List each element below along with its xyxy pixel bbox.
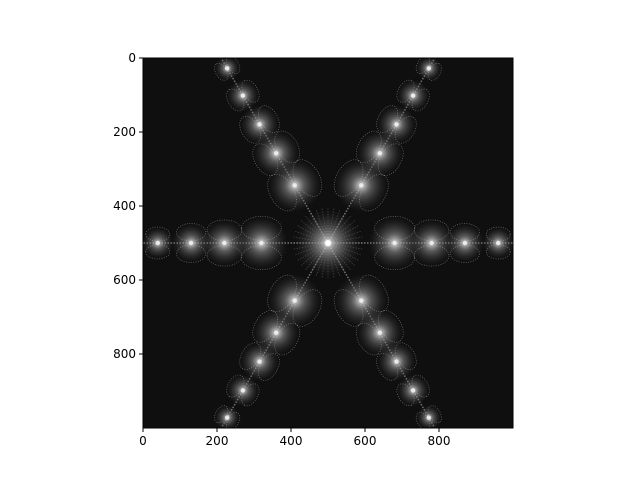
arm-bulb-lobe [427,405,442,424]
arm-bulb-core [155,240,160,246]
arm-bulb-lobe [394,342,417,370]
arm-bulb-core [496,240,501,246]
arm-bulb-core [426,415,432,420]
arm-bulb-lobe [274,130,301,164]
arm-bulb-core [188,240,194,246]
arm-bulb-core [222,240,227,246]
y-tick-label: 800 [113,347,136,361]
arm-bulb-core [124,241,128,245]
center-core [325,240,331,246]
y-tick-label: 600 [113,273,136,287]
x-axis: 0 200 400 600 800 [139,428,450,448]
arm-bulb-glow [114,231,139,256]
x-tick-label: 0 [139,434,147,448]
arm-bulb-lobe [377,310,404,343]
arm-bulb-core [377,151,382,156]
arm-bulb-lobe [413,219,450,242]
arm-bulb-core [359,298,364,303]
arm-bulb-core [240,93,246,98]
arm-bulb-core [462,240,468,246]
arm-bulb-lobe [206,244,243,267]
arm-bulb-core [224,66,230,71]
arm-bulb-core [410,388,416,393]
arm-bulb-core [274,151,279,156]
arm-bulb-lobe [520,244,539,255]
arm-bulb-core [257,122,262,127]
arm-bulb-core [240,388,246,393]
arm-bulb-core [292,298,297,303]
y-tick-label: 0 [128,51,136,65]
arm-bulb-lobe [239,116,262,144]
arm-bulb-core [359,183,364,188]
arm-bulb-core [292,183,297,188]
arm-bulb-lobe [117,231,136,242]
plot-frame [142,57,514,429]
arm-bulb-core [392,240,397,246]
arm-bulb-core [394,122,399,127]
arm-bulb-glow [517,231,542,256]
arm-bulb-core [394,359,399,364]
y-tick-label: 400 [113,199,136,213]
y-tick-label: 200 [113,125,136,139]
arm-bulb-core [377,330,382,335]
x-tick-label: 800 [428,434,451,448]
arm-bulb-core [426,66,432,71]
arm-bulb-core [429,240,434,246]
arm-bulb-lobe [449,223,480,242]
arm-bulb-lobe [214,405,229,424]
arm-bulb-lobe [520,231,539,242]
x-tick-label: 200 [206,434,229,448]
arm-bulb-lobe [176,244,207,263]
arm-bulb-core [259,240,264,246]
arm-bulb-lobe [252,310,279,343]
arm-bulb-lobe [413,244,450,267]
arm-bulb-core [527,241,531,245]
arm-bulb-core [410,93,416,98]
arm-bulb-lobe [117,244,136,255]
arm-bulb-core [224,415,230,420]
arm-bulb-core [257,359,262,364]
arm-bulb-lobe [355,322,382,356]
fractal-image [114,58,542,428]
arm-bulb-lobe [274,322,301,356]
arm-bulb-lobe [206,219,243,242]
y-axis: 0 200 400 600 800 [113,51,143,361]
arm-bulb-lobe [257,353,280,381]
arm-bulb-core [274,330,279,335]
x-tick-label: 400 [280,434,303,448]
x-tick-label: 600 [354,434,377,448]
